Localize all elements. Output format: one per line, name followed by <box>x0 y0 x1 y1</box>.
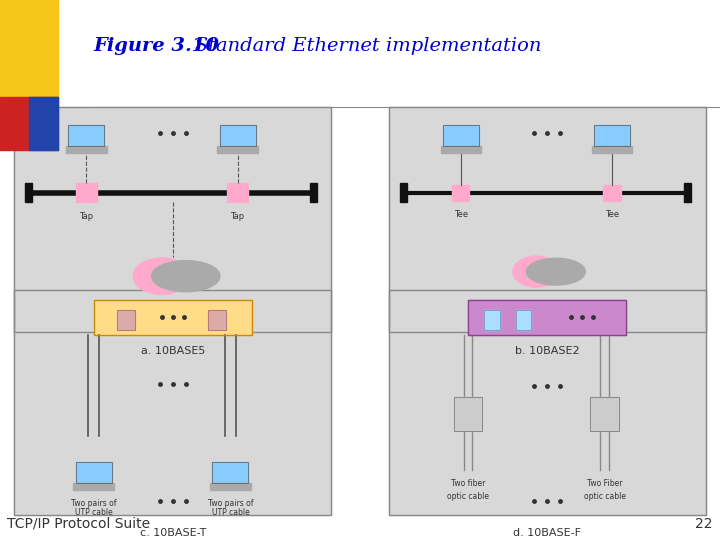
Text: 10BASE-F Hub: 10BASE-F Hub <box>511 313 583 322</box>
Bar <box>592 146 632 153</box>
Text: UTP cable: UTP cable <box>212 508 249 517</box>
Text: Two fiber: Two fiber <box>451 479 485 488</box>
Bar <box>590 396 619 431</box>
Bar <box>603 185 621 201</box>
Bar <box>66 146 107 153</box>
Text: a. 10BASE5: a. 10BASE5 <box>140 346 205 356</box>
Bar <box>227 183 248 202</box>
Bar <box>117 309 135 330</box>
Bar <box>68 125 104 146</box>
Bar <box>389 289 706 515</box>
Text: Maximum 500 meters: Maximum 500 meters <box>127 319 219 328</box>
Bar <box>516 309 531 330</box>
Text: TCP/IP Protocol Suite: TCP/IP Protocol Suite <box>7 517 150 531</box>
Bar <box>68 125 104 146</box>
Text: Two Fiber: Two Fiber <box>587 479 623 488</box>
Text: Tap: Tap <box>230 212 245 221</box>
Bar <box>310 183 317 202</box>
Text: 10BASE-T Hub: 10BASE-T Hub <box>138 313 208 322</box>
Text: Thin coaxial cable: Thin coaxial cable <box>509 306 585 314</box>
Bar <box>210 483 251 490</box>
Text: Figure 3.10: Figure 3.10 <box>94 37 220 55</box>
Bar <box>220 125 256 146</box>
Bar <box>76 462 112 483</box>
Bar <box>443 125 479 146</box>
Text: d. 10BASE-F: d. 10BASE-F <box>513 528 581 538</box>
Text: c. 10BASE-T: c. 10BASE-T <box>140 528 206 538</box>
Text: Maximum 185 meters: Maximum 185 meters <box>501 319 593 328</box>
Bar <box>212 462 248 483</box>
Bar <box>207 309 225 330</box>
Bar <box>452 185 469 201</box>
Bar <box>484 309 500 330</box>
Text: 22: 22 <box>696 517 713 531</box>
Text: optic cable: optic cable <box>584 492 626 501</box>
Bar <box>400 183 407 202</box>
Bar <box>212 462 248 483</box>
Bar <box>468 300 626 335</box>
Ellipse shape <box>133 258 191 294</box>
Bar <box>14 107 331 333</box>
Bar <box>94 300 252 335</box>
Bar <box>594 125 630 146</box>
Text: Tee: Tee <box>605 210 619 219</box>
Bar <box>441 146 481 153</box>
Text: Two pairs of: Two pairs of <box>207 500 253 508</box>
Bar <box>207 309 225 330</box>
Text: Thick coaxial cable: Thick coaxial cable <box>132 306 213 314</box>
Text: Two pairs of: Two pairs of <box>71 500 117 508</box>
Bar <box>684 183 691 202</box>
Bar <box>117 309 135 330</box>
Text: Tee: Tee <box>454 210 468 219</box>
Bar <box>468 300 626 335</box>
Ellipse shape <box>513 256 560 287</box>
Bar <box>14 289 331 515</box>
Bar <box>0 97 58 150</box>
Bar <box>389 107 706 333</box>
Bar <box>73 483 114 490</box>
Text: Tap: Tap <box>79 212 94 221</box>
Bar <box>454 396 482 431</box>
Bar <box>220 125 256 146</box>
Ellipse shape <box>526 258 585 285</box>
Bar <box>389 289 706 515</box>
Bar <box>25 183 32 202</box>
Text: UTP cable: UTP cable <box>75 508 112 517</box>
Bar <box>443 125 479 146</box>
Ellipse shape <box>152 261 220 292</box>
Bar <box>484 309 500 330</box>
Bar <box>594 125 630 146</box>
Bar <box>590 396 619 431</box>
Bar <box>76 462 112 483</box>
Bar <box>29 97 58 150</box>
Text: optic cable: optic cable <box>447 492 489 501</box>
Bar <box>454 396 482 431</box>
Bar <box>217 146 258 153</box>
Text: b. 10BASE2: b. 10BASE2 <box>515 346 580 356</box>
Bar <box>94 300 252 335</box>
Bar <box>14 107 331 333</box>
Bar <box>389 107 706 333</box>
Bar <box>14 289 331 515</box>
Bar <box>516 309 531 330</box>
Bar <box>0 0 58 97</box>
Bar <box>76 183 97 202</box>
Text: Standard Ethernet implementation: Standard Ethernet implementation <box>176 37 541 55</box>
